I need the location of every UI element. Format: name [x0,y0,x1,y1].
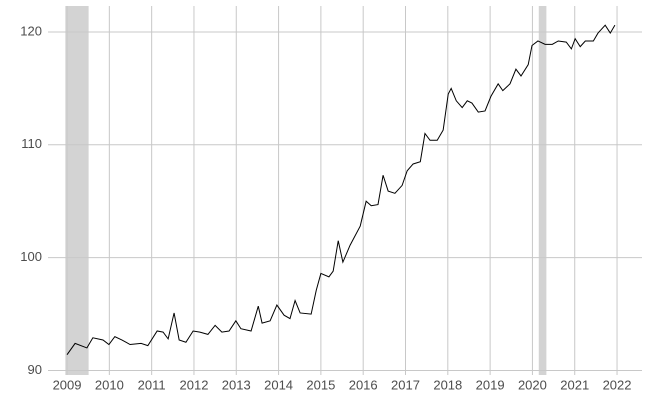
x-tick-label: 2013 [222,377,251,392]
recession-band [65,6,89,375]
y-tick-label: 110 [21,136,42,151]
y-tick-label: 100 [20,249,42,264]
x-tick-label: 2018 [433,377,462,392]
data-line [66,24,616,355]
x-tick-label: 2016 [349,377,378,392]
y-tick-label: 90 [28,362,42,377]
x-tick-label: 2010 [95,377,124,392]
x-tick-label: 2021 [560,377,589,392]
recession-band [538,6,547,375]
x-tick-label: 2022 [603,377,632,392]
x-tick-label: 2012 [180,377,209,392]
x-tick-label: 2015 [306,377,335,392]
x-tick-label: 2020 [518,377,547,392]
x-tick-label: 2019 [476,377,505,392]
x-tick-label: 2017 [391,377,420,392]
x-tick-label: 2014 [264,377,293,392]
y-tick-label: 120 [20,23,42,38]
x-tick-label: 2011 [138,377,166,392]
x-tick-label: 2009 [53,377,82,392]
